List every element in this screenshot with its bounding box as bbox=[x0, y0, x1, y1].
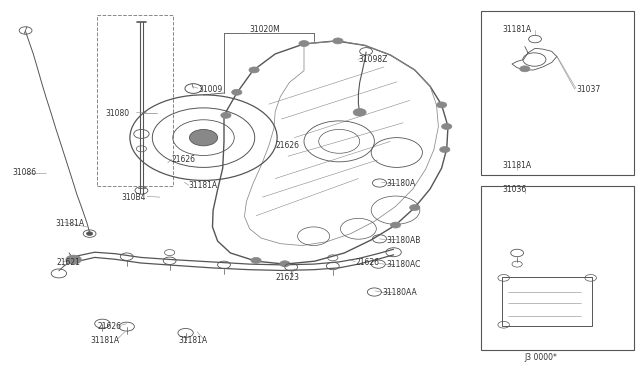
Text: 31180AB: 31180AB bbox=[386, 236, 420, 245]
Text: J3 0000*: J3 0000* bbox=[525, 353, 557, 362]
Text: 31181A: 31181A bbox=[91, 336, 120, 345]
Circle shape bbox=[442, 124, 452, 129]
Text: 21626: 21626 bbox=[355, 258, 380, 267]
Text: 31181A: 31181A bbox=[178, 336, 207, 345]
Circle shape bbox=[440, 147, 450, 153]
Circle shape bbox=[280, 261, 290, 267]
Text: 31181A: 31181A bbox=[55, 219, 84, 228]
Circle shape bbox=[86, 232, 93, 235]
Text: 21623: 21623 bbox=[275, 273, 300, 282]
Text: 31098Z: 31098Z bbox=[358, 55, 388, 64]
Bar bbox=[481, 186, 634, 350]
Bar bbox=[97, 15, 173, 186]
Circle shape bbox=[189, 129, 218, 146]
Bar bbox=[481, 11, 634, 175]
Circle shape bbox=[333, 38, 343, 44]
Circle shape bbox=[436, 102, 447, 108]
Circle shape bbox=[251, 257, 261, 263]
Circle shape bbox=[390, 222, 401, 228]
Text: 31037: 31037 bbox=[576, 85, 600, 94]
Text: 31036: 31036 bbox=[502, 185, 527, 194]
Text: 31180A: 31180A bbox=[386, 179, 415, 187]
Text: 21626: 21626 bbox=[275, 141, 300, 150]
Circle shape bbox=[249, 67, 259, 73]
Text: 21621: 21621 bbox=[56, 258, 80, 267]
Text: 31080: 31080 bbox=[106, 109, 130, 118]
Circle shape bbox=[410, 205, 420, 211]
Circle shape bbox=[353, 109, 366, 116]
Circle shape bbox=[299, 41, 309, 46]
Bar bbox=[502, 277, 592, 326]
Text: 31020M: 31020M bbox=[250, 25, 280, 34]
Text: 31180AC: 31180AC bbox=[386, 260, 420, 269]
Circle shape bbox=[520, 66, 530, 72]
Text: 31086: 31086 bbox=[13, 169, 37, 177]
Text: 31009: 31009 bbox=[198, 85, 223, 94]
Text: 31181A: 31181A bbox=[502, 161, 532, 170]
Text: 31181A: 31181A bbox=[189, 182, 218, 190]
Circle shape bbox=[232, 89, 242, 95]
Circle shape bbox=[66, 255, 81, 264]
Circle shape bbox=[221, 112, 231, 118]
Text: 21626: 21626 bbox=[97, 322, 122, 331]
Text: 21626: 21626 bbox=[172, 155, 196, 164]
Text: 310B4: 310B4 bbox=[122, 193, 146, 202]
Text: 31180AA: 31180AA bbox=[382, 288, 417, 297]
Text: 31181A: 31181A bbox=[502, 25, 532, 34]
